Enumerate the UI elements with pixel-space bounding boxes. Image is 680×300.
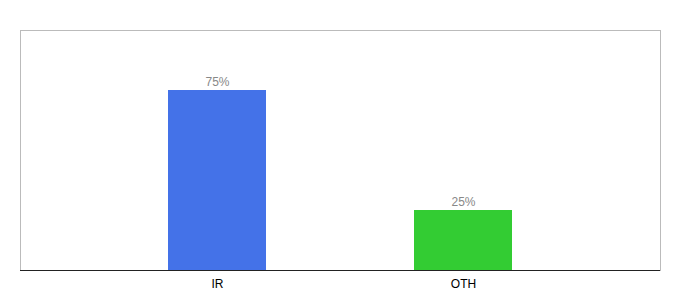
svg-text:IR: IR — [212, 277, 224, 291]
svg-text:25%: 25% — [451, 195, 475, 209]
svg-text:75%: 75% — [205, 75, 229, 89]
svg-text:OTH: OTH — [451, 277, 476, 291]
